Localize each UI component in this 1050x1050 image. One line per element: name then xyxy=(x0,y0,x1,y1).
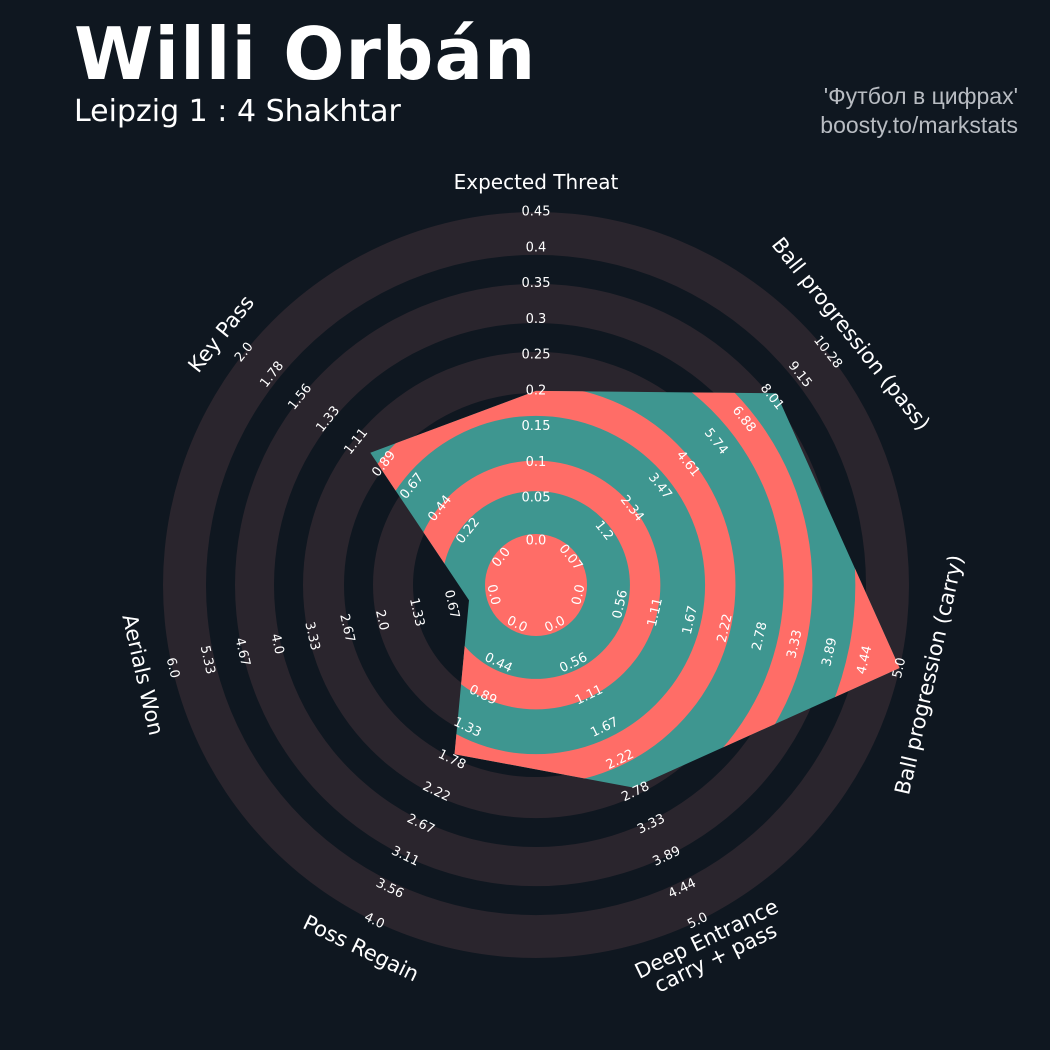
tick-label: 3.33 xyxy=(301,620,322,652)
axis-label-line: Expected Threat xyxy=(454,170,619,194)
match-score: Leipzig 1 : 4 Shakhtar xyxy=(74,94,401,129)
tick-label: 1.11 xyxy=(645,597,666,629)
tick-label: 3.89 xyxy=(819,636,840,668)
tick-label: 4.0 xyxy=(267,632,286,656)
tick-label: 4.44 xyxy=(854,644,875,676)
tick-label: 1.67 xyxy=(680,604,701,636)
tick-label: 2.22 xyxy=(715,612,736,644)
tick-label: 5.33 xyxy=(197,644,218,676)
tick-label: 0.15 xyxy=(522,419,551,434)
tick-label: 0.4 xyxy=(526,240,547,255)
axis-label: Expected Threat xyxy=(454,170,619,194)
tick-label: 0.0 xyxy=(483,583,502,607)
tick-label: 4.67 xyxy=(232,636,253,668)
tick-label: 3.33 xyxy=(784,628,805,660)
data-core-band xyxy=(485,534,587,636)
tick-label: 2.67 xyxy=(336,612,357,644)
tick-label: 0.3 xyxy=(526,312,547,327)
credit-block: 'Футбол в цифрах' boosty.to/markstats xyxy=(820,82,1018,140)
data-polygon-bands xyxy=(370,390,900,788)
tick-label: 0.35 xyxy=(522,276,551,291)
tick-label: 0.0 xyxy=(526,534,547,549)
tick-label: 0.67 xyxy=(441,589,462,621)
tick-label: 0.45 xyxy=(522,205,551,220)
credit-source: 'Футбол в цифрах' xyxy=(823,83,1018,109)
credit-link: boosty.to/markstats xyxy=(820,112,1018,138)
tick-label: 0.56 xyxy=(610,589,631,621)
tick-label: 6.0 xyxy=(163,656,182,680)
tick-label: 0.25 xyxy=(522,348,551,363)
player-name: Willi Orbán xyxy=(74,12,537,96)
tick-label: 2.0 xyxy=(372,608,391,632)
tick-label: 0.05 xyxy=(522,491,551,506)
tick-label: 2.78 xyxy=(750,620,771,652)
tick-label: 0.0 xyxy=(569,583,588,607)
tick-label: 5.0 xyxy=(890,656,909,680)
tick-label: 0.2 xyxy=(526,383,547,398)
axis-label-line: Aerials Won xyxy=(117,612,168,738)
tick-label: 0.1 xyxy=(526,455,547,470)
tick-label: 1.33 xyxy=(406,597,427,629)
axis-label: Aerials Won xyxy=(117,612,168,738)
